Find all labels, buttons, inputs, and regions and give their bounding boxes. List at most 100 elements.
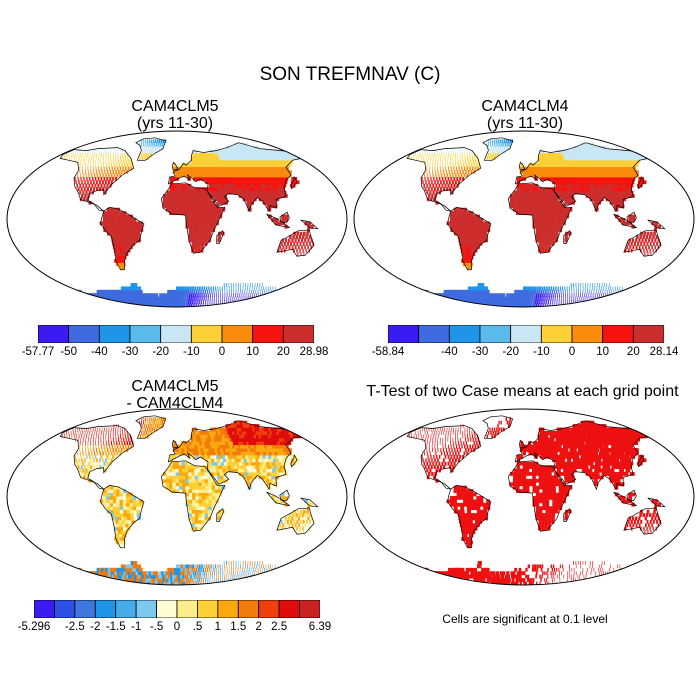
coastline-namerica [59,147,135,212]
coastline-namerica [59,425,135,490]
map-ttest [353,408,695,586]
coastline-samerica [447,484,492,549]
colorbar-tick-label: -10 [533,346,550,358]
significance-note: Cells are significant at 0.1 level [442,612,608,626]
colorbar-tick-label: -50 [60,346,77,358]
coastline-namerica [406,425,482,490]
colorbar-tick-label: -2 [90,621,101,633]
colorbar-difference [33,599,321,619]
figure-title: SON TREFMNAV (C) [259,64,441,85]
coastline-eurasia [514,420,649,491]
colorbar-tick-label: -30 [471,346,489,358]
coastline-greenland [135,415,167,439]
coastline-borneo [626,211,637,224]
colorbar-swatch [387,324,420,344]
colorbar-swatch [252,324,284,344]
coastlines [59,415,319,549]
colorbar-swatch [176,599,198,619]
colorbar-tick-label: 28.14 [649,346,679,358]
coastline-madagascar [563,230,571,244]
coastline-borneo [626,489,637,502]
colorbar-swatch [479,324,512,344]
colorbar-swatch [37,324,70,344]
coastline-australia [276,507,315,535]
colorbar-swatch [540,324,573,344]
coastline-eurasia [167,142,302,213]
colorbar-tick-label: 10 [246,346,260,358]
coastline-madagascar [563,508,571,522]
map-cam4clm4 [353,130,695,308]
colorbar-swatch [217,599,239,619]
coastline-japan [290,175,298,190]
panel-title-ttest: T-Test of two Case means at each grid po… [366,383,679,400]
coastline-australia [623,507,662,535]
colorbar-tick-label: -57.77 [21,346,55,358]
coastline-africa [508,182,573,254]
coastline-greenland [135,137,167,161]
coastline-newguinea [300,497,319,508]
coastline-japan [637,175,645,190]
colorbar-swatch [278,599,300,619]
coastline-greenland [482,137,514,161]
colorbar-swatch [98,324,131,344]
colorbar-tick-label: 1.5 [230,621,247,633]
coastline-newguinea [647,497,666,508]
colorbar-swatch [258,599,280,619]
colorbar-tick-label: -1.5 [105,621,126,633]
colorbar-swatch [571,324,604,344]
coastline-africa [508,460,573,532]
map-panel-cam4clm5 [6,130,348,308]
colorbar-tick-label: .5 [192,621,203,633]
colorbar-swatch [94,599,117,619]
coastline-indonesia [613,491,637,507]
map-border [353,130,695,308]
colorbar-swatch [68,324,100,344]
coastline-samerica [100,484,145,549]
map-panel-difference [6,408,348,586]
map-border [6,130,348,308]
colorbar-swatch [190,324,223,344]
colorbar-labels-cam4clm4: -58.84 -40 -30 -20 -10 0 10 20 28.14 [372,346,679,362]
colorbar-swatch [299,599,321,619]
coastline-samerica [100,206,145,271]
coastline-britain [172,439,179,449]
coastline-britain [172,161,179,171]
colorbar-tick-label: -20 [152,346,169,358]
coastline-britain [519,161,526,171]
coastline-australia [276,229,315,257]
coastlines [406,137,666,271]
panel-subtitle-line: (yrs 11-30) [136,115,214,132]
colorbar-labels-difference: -5.296 -2.5 -2 -1.5 -1 -.5 0 .5 1 1.5 2 2.5 6.39 [18,621,332,637]
coastline-madagascar [216,508,224,522]
coastline-indonesia [266,491,290,507]
colorbar-swatch [221,324,254,344]
colorbar-swatch [129,324,162,344]
coastline-newguinea [647,219,666,230]
colorbar-swatch [115,599,137,619]
map-cam4clm5 [6,130,348,308]
colorbar-tick-label: -1 [131,621,142,633]
panel-title-cam4clm4: CAM4CLM4 (yrs 11-30) [410,98,640,132]
coastline-africa [161,182,226,254]
colorbar-swatch [54,599,76,619]
panel-title-difference: CAM4CLM5 - CAM4CLM4 [60,378,290,412]
colorbar-tick-label: -20 [502,346,519,358]
coastline-namerica [406,147,482,212]
colorbar-tick-label: 20 [276,346,290,358]
colorbar-swatch [135,599,157,619]
colorbar-swatch [418,324,450,344]
colorbar-tick-label: 28.98 [299,346,329,358]
map-panel-ttest [353,408,695,586]
colorbar-cam4clm5 [37,324,315,344]
panel-title-line: CAM4CLM5 [131,378,219,395]
coastline-samerica [447,206,492,271]
coastline-indonesia [266,213,290,229]
colorbar-swatch [156,599,178,619]
panel-title-cam4clm5: CAM4CLM5 (yrs 11-30) [60,98,290,132]
coastlines [406,415,666,549]
colorbar-swatch [160,324,192,344]
colorbar-labels-cam4clm5: -57.77 -50 -40 -30 -20 -10 0 10 20 28.98 [22,346,329,362]
coastline-eurasia [514,142,649,213]
map-border [6,408,348,586]
coastline-madagascar [216,230,224,244]
